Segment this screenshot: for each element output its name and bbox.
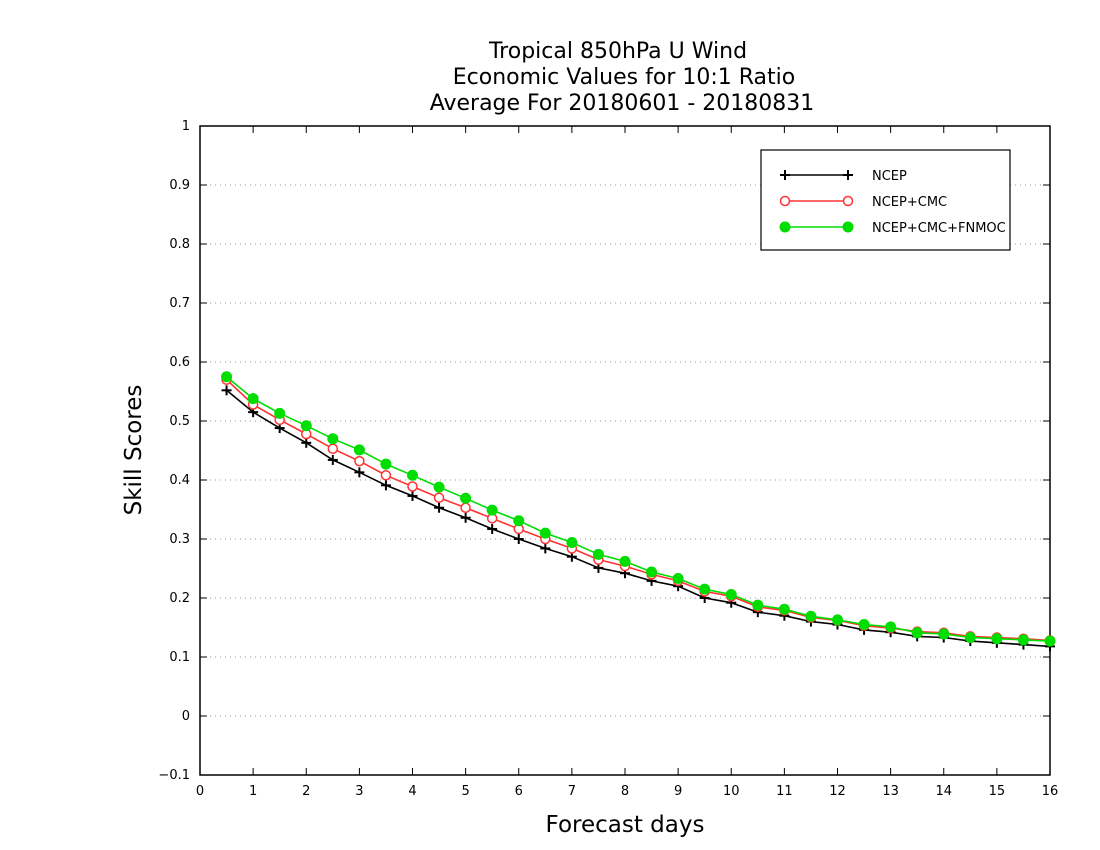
x-tick-label: 13 [882,784,899,799]
data-point-ncep-cmc-fnmoc [725,588,737,600]
y-tick-label: 0.4 [169,473,190,488]
data-point-ncep-cmc-fnmoc [247,393,259,405]
x-tick-label: 0 [196,784,204,799]
legend-marker-ncep-cmc-fnmoc [779,221,791,233]
data-point-ncep-cmc-fnmoc [566,537,578,549]
legend-label-ncep: NCEP [872,169,907,184]
series-layer [221,371,1056,652]
x-tick-label: 1 [249,784,257,799]
data-point-ncep-cmc-fnmoc [300,420,312,432]
data-point-ncep-cmc-fnmoc [778,603,790,615]
data-point-ncep-cmc-fnmoc [858,619,870,631]
data-point-ncep-cmc-fnmoc [353,444,365,456]
data-point-ncep-cmc-fnmoc [646,566,658,578]
x-tick-label: 6 [515,784,523,799]
legend-marker-ncep-cmc [779,195,791,207]
data-point-ncep-cmc-fnmoc [619,555,631,567]
y-tick-label: 0.9 [169,178,190,193]
data-point-ncep-cmc [380,470,392,481]
data-point-ncep-cmc [460,502,471,513]
y-tick-label: −0.1 [158,768,190,783]
data-point-ncep-cmc-fnmoc [938,628,950,640]
data-point-ncep-cmc-fnmoc [699,583,711,595]
y-tick-label: 0 [182,709,190,724]
data-point-ncep-cmc-fnmoc [486,504,498,516]
data-point-ncep-cmc-fnmoc [832,614,843,626]
data-point-ncep-cmc-fnmoc [327,433,339,445]
data-point-ncep-cmc-fnmoc [433,481,445,493]
y-tick-label: 1 [182,119,190,134]
x-tick-label: 14 [935,784,952,799]
legend-box [760,149,1011,251]
x-tick-label: 4 [408,784,416,799]
x-tick-label: 11 [776,784,793,799]
chart-title-line-2: Economic Values for 10:1 Ratio [453,65,795,90]
legend: NCEP NCEP+CMC NCEP+CMC+FNMOC [760,149,1011,251]
y-tick-label: 0.7 [169,296,190,311]
y-tick-label: 0.1 [169,650,190,665]
y-tick-label: 0.5 [169,414,190,429]
data-point-ncep-cmc-fnmoc [672,573,684,585]
data-point-ncep-cmc [327,443,339,454]
x-tick-label: 10 [723,784,740,799]
series-ncep [221,385,1055,652]
legend-label-ncep-cmc: NCEP+CMC [872,195,947,210]
x-tick-label: 5 [461,784,469,799]
axis-ticks: −0.100.10.20.30.40.50.60.70.80.910 1 2 3 4 5 6… [158,119,1058,799]
chart-title-line-3: Average For 20180601 - 20180831 [430,91,815,116]
x-tick-label: 9 [674,784,682,799]
y-tick-label: 0.8 [169,237,190,252]
x-tick-label: 7 [568,784,576,799]
y-tick-label: 0.2 [169,591,190,606]
series-ncep-cmc [221,374,1056,646]
data-point-ncep-cmc-fnmoc [911,627,923,639]
data-point-ncep-cmc-fnmoc [991,633,1003,645]
x-tick-label: 3 [355,784,363,799]
x-tick-label: 8 [621,784,629,799]
series-line-ncep [226,389,1051,648]
data-point-ncep-cmc [407,481,418,492]
y-tick-label: 0.6 [169,355,190,370]
data-point-ncep-cmc-fnmoc [1044,635,1056,647]
y-axis-label: Skill Scores [121,385,147,516]
data-point-ncep-cmc-fnmoc [964,632,976,644]
x-tick-label: 2 [302,784,310,799]
data-point-ncep-cmc-fnmoc [380,458,392,470]
series-line-ncep-cmc [226,379,1051,642]
series-line-ncep-cmc-fnmoc [226,376,1051,642]
x-tick-label: 15 [989,784,1006,799]
data-point-ncep-cmc-fnmoc [752,599,764,611]
legend-marker-ncep-cmc-fnmoc [842,221,854,233]
data-point-ncep-cmc-fnmoc [407,469,418,481]
x-axis-label: Forecast days [546,812,705,838]
data-point-ncep-cmc-fnmoc [539,527,551,539]
data-point-ncep-cmc [354,455,365,467]
data-point-ncep-cmc-fnmoc [221,371,233,383]
data-point-ncep-cmc-fnmoc [805,610,817,622]
data-point-ncep-cmc-fnmoc [274,407,286,419]
legend-marker-ncep-cmc [842,195,854,207]
data-point-ncep-cmc [433,492,445,503]
data-point-ncep-cmc-fnmoc [592,548,604,560]
data-point-ncep-cmc-fnmoc [1017,634,1029,646]
data-point-ncep-cmc-fnmoc [513,515,525,527]
data-point-ncep-cmc-fnmoc [460,492,472,504]
y-tick-label: 0.3 [169,532,190,547]
x-tick-label: 12 [829,784,846,799]
x-tick-label: 16 [1042,784,1059,799]
series-ncep-cmc-fnmoc [221,371,1056,647]
chart-title-line-1: Tropical 850hPa U Wind [488,39,747,64]
data-point-ncep-cmc-fnmoc [885,621,897,633]
legend-label-ncep-cmc-fnmoc: NCEP+CMC+FNMOC [872,221,1006,236]
